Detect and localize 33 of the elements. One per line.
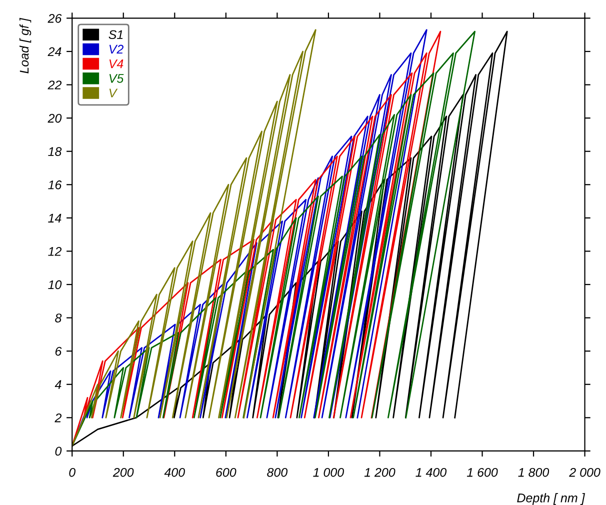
x-tick-label: 600 — [216, 468, 236, 477]
legend-label: V — [109, 88, 118, 98]
y-tick-label: 20 — [48, 114, 62, 123]
y-tick-label: 18 — [48, 147, 62, 156]
y-tick-label: 6 — [55, 346, 62, 356]
x-tick-label: 1 600 — [466, 468, 498, 477]
x-tick-label: 400 — [164, 468, 185, 477]
legend-label: S1 — [108, 30, 123, 40]
y-tick-label: 4 — [54, 380, 62, 389]
y-tick-label: 26 — [48, 14, 62, 23]
x-tick-label: 1 400 — [416, 468, 447, 477]
x-tick-label: 0 — [69, 468, 76, 477]
y-tick-label: 12 — [48, 247, 62, 256]
y-tick-label: 10 — [48, 280, 62, 290]
x-tick-label: 1 800 — [518, 468, 550, 477]
y-tick-label: 2 — [54, 413, 62, 422]
legend-label: V4 — [109, 60, 124, 68]
x-tick-label: 2 000 — [569, 468, 600, 477]
x-axis-title: Depth [ nm ] — [517, 493, 586, 505]
y-tick-label: 8 — [55, 314, 62, 322]
y-tick-label: 0 — [55, 446, 62, 456]
legend-label: V2 — [109, 44, 124, 54]
legend-label: V5 — [109, 74, 124, 83]
x-tick-label: 1 200 — [364, 468, 396, 477]
y-tick-label: 22 — [48, 80, 62, 90]
y-axis-title: Load [ gf ] — [19, 18, 32, 74]
y-tick-label: 16 — [48, 180, 62, 190]
y-tick-label: 14 — [48, 214, 62, 222]
y-tick-label: 24 — [48, 47, 62, 56]
line-series — [72, 29, 316, 447]
x-tick-label: 800 — [267, 468, 288, 477]
x-tick-label: 1 000 — [313, 468, 344, 477]
x-tick-label: 200 — [112, 468, 134, 477]
